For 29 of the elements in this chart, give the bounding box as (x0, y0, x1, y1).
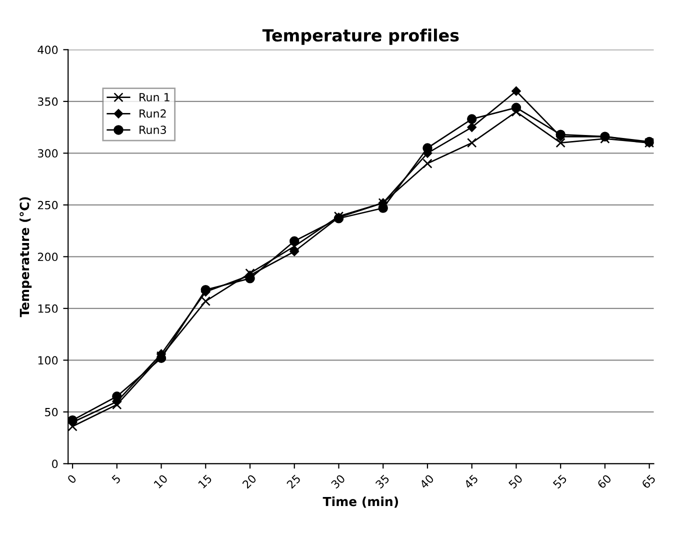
x-tick-label: 0 (66, 474, 77, 484)
y-tick-label: 150 (38, 304, 58, 313)
x-axis-title: Time (min) (322, 496, 398, 508)
y-tick-label: 350 (38, 97, 58, 106)
y-tick-label: 250 (38, 200, 58, 210)
x-tick-label: 60 (596, 474, 612, 489)
x-tick-label: 5 (111, 474, 121, 484)
y-tick-label: 0 (52, 460, 58, 468)
x-tick-label: 35 (375, 474, 390, 489)
y-tick-label: 50 (45, 408, 58, 416)
x-tick-label: 10 (153, 474, 168, 489)
x-tick-label: 55 (552, 474, 568, 489)
x-tick-label: 45 (464, 474, 478, 490)
x-tick-label: 20 (242, 474, 257, 489)
y-axis-title: Temperature (°C) (20, 197, 32, 318)
y-tick-label: 100 (38, 356, 58, 365)
x-tick-label: 15 (198, 474, 212, 489)
x-tick-label: 65 (641, 474, 656, 489)
chart-title: Temperature profiles (262, 28, 459, 45)
legend-label: Run3 (140, 126, 166, 134)
x-tick-label: 40 (419, 474, 434, 490)
x-tick-label: 50 (508, 474, 523, 489)
y-tick-label: 400 (38, 46, 58, 54)
y-tick-label: 200 (38, 252, 58, 262)
x-tick-label: 30 (330, 474, 346, 489)
x-tick-label: 25 (286, 474, 301, 489)
legend-label: Run2 (140, 109, 166, 118)
y-tick-label: 300 (38, 149, 58, 158)
legend-label: Run 1 (140, 93, 170, 102)
